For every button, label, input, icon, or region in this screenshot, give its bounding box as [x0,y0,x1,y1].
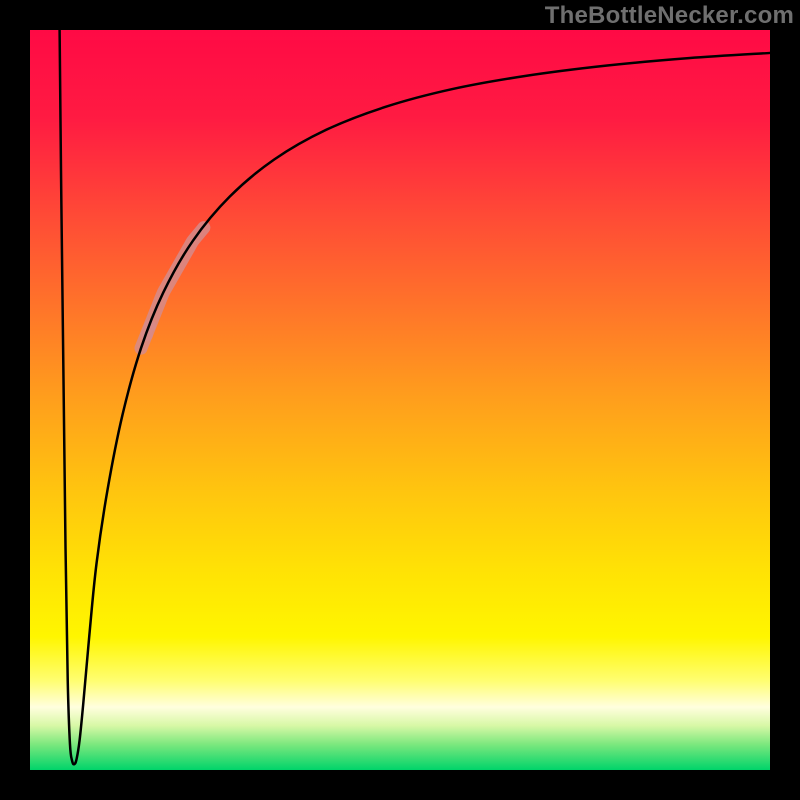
gradient-background [30,30,770,770]
chart-plot-area [0,0,800,800]
chart-frame: TheBottleNecker.com [0,0,800,800]
